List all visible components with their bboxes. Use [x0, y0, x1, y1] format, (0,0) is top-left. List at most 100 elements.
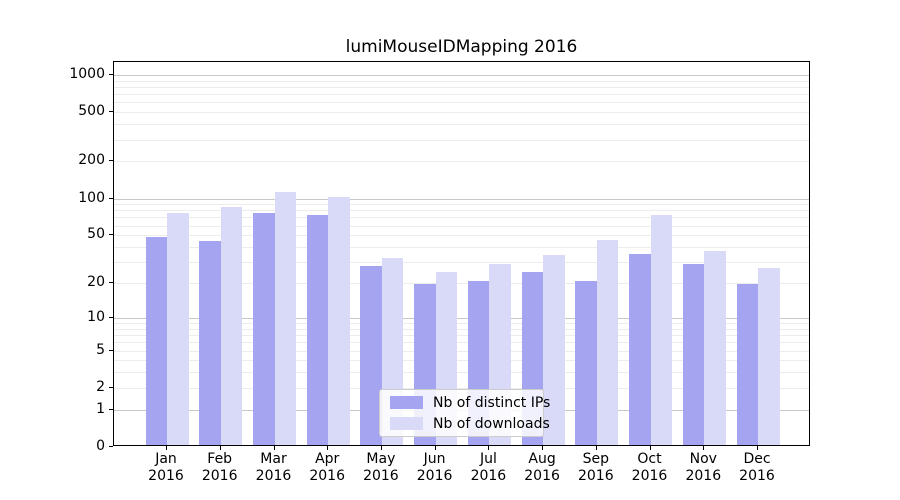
x-tick-mark-mar	[273, 446, 275, 450]
gridline-40	[114, 247, 809, 248]
x-tick-mark-aug	[542, 446, 544, 450]
gridline-4	[114, 360, 809, 362]
y-tick-label-5: 5	[96, 341, 105, 358]
y-tick-label-2: 2	[96, 378, 105, 395]
gridline-900	[114, 80, 809, 82]
y-tick-label-500: 500	[78, 103, 105, 120]
gridline-100	[114, 198, 809, 200]
gridline-7	[114, 335, 809, 336]
gridline-30	[114, 262, 809, 264]
x-tick-mark-jul	[488, 446, 490, 450]
gridline-10	[114, 317, 809, 319]
x-tick-label-jul: Jul 2016	[470, 451, 507, 484]
y-tick-label-1000: 1000	[69, 65, 105, 82]
y-tick-mark-2	[109, 386, 113, 388]
y-tick-label-0: 0	[96, 438, 105, 454]
y-tick-label-50: 50	[87, 226, 105, 243]
gridline-2	[114, 387, 809, 389]
legend-label-downloads: Nb of downloads	[433, 415, 550, 432]
gridline-600	[114, 102, 809, 104]
y-tick-label-200: 200	[78, 152, 105, 169]
bar-dec-distinct-ips	[736, 283, 758, 445]
gridline-8	[114, 328, 809, 330]
gridline-500	[114, 112, 809, 114]
legend-swatch-downloads	[390, 417, 423, 430]
x-tick-label-dec: Dec 2016	[739, 451, 775, 484]
x-tick-label-aug: Aug 2016	[524, 451, 560, 484]
x-tick-mark-sep	[595, 446, 597, 450]
bar-aug-downloads	[543, 255, 565, 445]
bar-jan-distinct-ips	[145, 236, 167, 445]
bar-sep-downloads	[596, 240, 619, 445]
chart-title: lumiMouseIDMapping 2016	[345, 37, 578, 57]
bar-jan-downloads	[167, 213, 189, 445]
gridline-3	[114, 372, 809, 374]
legend-label-distinct-ips: Nb of distinct IPs	[433, 394, 551, 411]
bar-sep-distinct-ips	[575, 281, 597, 445]
bar-feb-distinct-ips	[199, 241, 221, 445]
plot-area: Nb of distinct IPs Nb of downloads	[113, 61, 810, 446]
gridline-20	[114, 283, 809, 284]
x-tick-mark-dec	[757, 446, 758, 450]
x-tick-label-may: May 2016	[363, 451, 399, 484]
x-tick-label-oct: Oct 2016	[631, 451, 668, 484]
y-tick-mark-0	[109, 446, 113, 447]
gridline-80	[114, 210, 809, 212]
bar-oct-downloads	[650, 215, 672, 445]
x-tick-label-mar: Mar 2016	[255, 451, 292, 484]
x-tick-label-sep: Sep 2016	[577, 451, 614, 484]
y-tick-mark-50	[109, 234, 113, 236]
gridline-1000	[114, 74, 809, 76]
y-tick-mark-20	[109, 282, 113, 283]
y-tick-label-20: 20	[87, 274, 105, 290]
gridline-800	[114, 86, 809, 88]
gridline-60	[114, 225, 809, 227]
y-tick-mark-10	[109, 316, 113, 318]
x-tick-label-feb: Feb 2016	[201, 451, 238, 484]
y-tick-mark-100	[109, 197, 113, 199]
y-tick-mark-1000	[109, 73, 113, 75]
x-tick-mark-may	[380, 446, 382, 450]
gridline-6	[114, 342, 809, 344]
gridline-300	[114, 139, 809, 141]
x-tick-mark-jan	[166, 446, 167, 450]
x-tick-label-nov: Nov 2016	[685, 451, 722, 484]
gridline-5	[114, 350, 809, 352]
gridline-70	[114, 217, 809, 219]
legend: Nb of distinct IPs Nb of downloads	[379, 389, 550, 437]
bar-feb-downloads	[220, 207, 243, 445]
bar-dec-downloads	[758, 267, 780, 445]
gridline-700	[114, 94, 809, 96]
gridline-90	[114, 204, 809, 206]
x-tick-mark-oct	[649, 446, 651, 450]
gridline-200	[114, 161, 809, 163]
bar-apr-distinct-ips	[306, 214, 329, 445]
x-tick-mark-jun	[434, 446, 436, 450]
bar-apr-downloads	[328, 196, 350, 445]
gridline-50	[114, 235, 809, 237]
y-tick-mark-500	[109, 111, 113, 113]
gridline-400	[114, 124, 809, 126]
bar-mar-distinct-ips	[253, 213, 275, 445]
y-tick-mark-1	[109, 408, 113, 410]
legend-entry-distinct-ips: Nb of distinct IPs	[390, 395, 550, 411]
y-tick-label-100: 100	[78, 189, 105, 206]
bar-nov-distinct-ips	[682, 263, 705, 445]
x-tick-label-apr: Apr 2016	[309, 451, 345, 484]
bar-oct-distinct-ips	[629, 253, 651, 445]
x-tick-label-jun: Jun 2016	[416, 451, 453, 484]
y-tick-mark-5	[109, 349, 113, 351]
legend-entry-downloads: Nb of downloads	[390, 416, 550, 432]
bar-mar-downloads	[274, 192, 296, 445]
y-tick-label-10: 10	[87, 308, 105, 325]
y-tick-label-1: 1	[96, 400, 105, 417]
x-tick-mark-feb	[219, 446, 221, 450]
legend-swatch-distinct-ips	[390, 396, 423, 409]
bar-nov-downloads	[704, 250, 726, 445]
y-tick-mark-200	[109, 160, 113, 162]
x-tick-label-jan: Jan 2016	[148, 451, 184, 484]
bar-may-distinct-ips	[360, 265, 382, 445]
x-tick-mark-nov	[703, 446, 705, 450]
gridline-9	[114, 323, 809, 324]
